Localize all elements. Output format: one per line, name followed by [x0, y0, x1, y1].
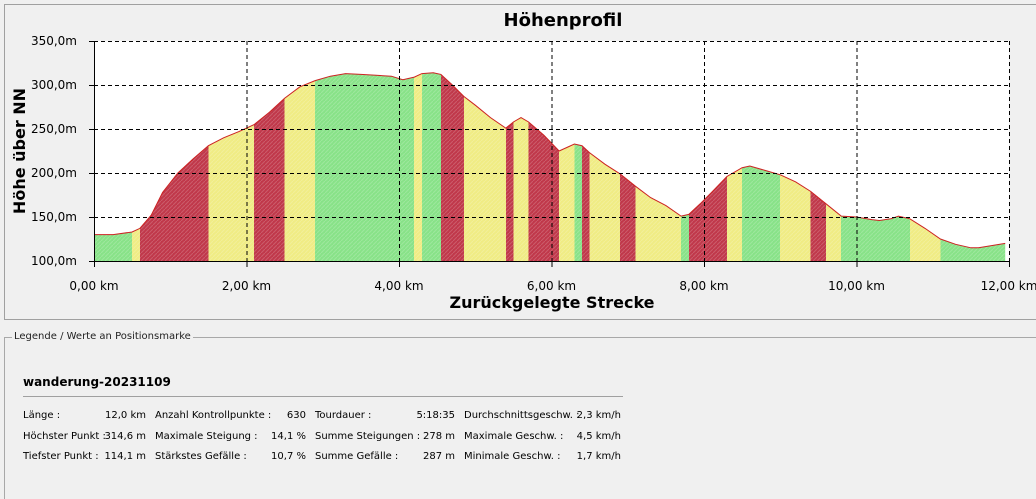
- stat-value: 14,1 %: [271, 431, 306, 442]
- stat-label: Maximale Geschw. :: [464, 431, 564, 442]
- y-tick-label: 350,0m: [31, 34, 77, 48]
- x-tick-label: 4,00 km: [374, 279, 423, 293]
- legend-caption: Legende / Werte an Positionsmarke: [12, 330, 193, 344]
- elevation-chart-panel: Höhenprofil 0,00 km 2,00 km 4,00 km 6,00 km…: [4, 4, 1036, 320]
- stat-label: Summe Steigungen :: [315, 431, 421, 442]
- x-tick-label: 12,00 km: [981, 279, 1036, 293]
- x-tick-label: 2,00 km: [222, 279, 271, 293]
- y-tick-label: 100,0m: [31, 254, 77, 268]
- x-tick-label: 10,00 km: [828, 279, 885, 293]
- legend-panel: Legende / Werte an Positionsmarke wander…: [4, 330, 1036, 499]
- stat-label: Stärkstes Gefälle :: [155, 451, 247, 462]
- stat-label: Tourdauer :: [315, 410, 372, 421]
- stat-value: 287 m: [422, 451, 455, 462]
- stat-label: Summe Gefälle :: [315, 451, 399, 462]
- stat-value: 5:18:35: [416, 410, 455, 421]
- stat-label: Tiefster Punkt :: [23, 451, 99, 462]
- stat-value: 278 m: [422, 431, 455, 442]
- y-tick-label: 150,0m: [31, 210, 77, 224]
- y-axis-title: Höhe über NN: [10, 88, 29, 214]
- x-tick-label: 6,00 km: [527, 279, 576, 293]
- track-name: wanderung-20231109: [23, 375, 171, 389]
- elevation-chart: Höhenprofil 0,00 km 2,00 km 4,00 km 6,00 km…: [10, 10, 1036, 312]
- x-axis-title: Zurückgelegte Strecke: [449, 293, 654, 312]
- track-name-divider: [23, 396, 623, 397]
- chart-title: Höhenprofil: [504, 10, 623, 31]
- stat-value: 12,0 km: [105, 410, 146, 421]
- stat-value: 114,1 m: [104, 451, 146, 462]
- elevation-line: [94, 72, 1006, 249]
- x-tick-label: 8,00 km: [679, 279, 728, 293]
- stat-value: 4,5 km/h: [576, 431, 621, 442]
- y-tick-label: 200,0m: [31, 166, 77, 180]
- elevation-area-hatch: [94, 72, 1006, 261]
- y-tick-label: 300,0m: [31, 78, 77, 92]
- y-tick-label: 250,0m: [31, 122, 77, 136]
- stat-label: Maximale Steigung :: [155, 431, 258, 442]
- stat-value: 630: [286, 410, 306, 421]
- stat-label: Minimale Geschw. :: [464, 451, 561, 462]
- stat-value: 1,7 km/h: [576, 451, 621, 462]
- stat-label: Anzahl Kontrollpunkte :: [155, 410, 272, 421]
- stat-value: 10,7 %: [271, 451, 306, 462]
- stat-value: 314,6 m: [104, 431, 146, 442]
- stat-value: 2,3 km/h: [576, 410, 621, 421]
- x-tick-label: 0,00 km: [69, 279, 118, 293]
- stat-label: Höchster Punkt :: [23, 431, 106, 442]
- stat-label: Länge :: [23, 410, 61, 421]
- stat-label: Durchschnittsgeschw. :: [464, 410, 580, 421]
